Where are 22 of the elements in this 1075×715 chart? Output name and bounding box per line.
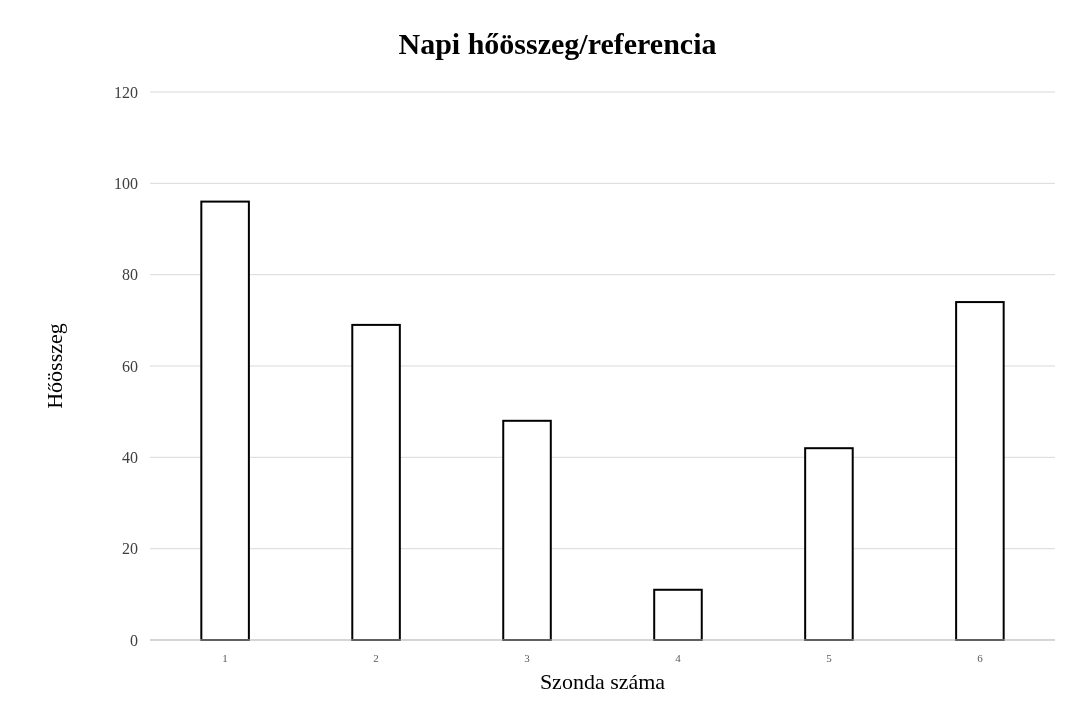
chart-title: Napi hőösszeg/referencia xyxy=(398,27,717,60)
bar xyxy=(955,301,1005,641)
bar xyxy=(804,447,854,641)
x-axis-title: Szonda száma xyxy=(539,669,666,694)
y-tick-label: 120 xyxy=(114,83,138,101)
bar xyxy=(351,323,401,641)
bar xyxy=(502,419,552,641)
bar xyxy=(200,200,250,641)
y-tick-label: 0 xyxy=(130,631,138,649)
y-tick-label: 40 xyxy=(122,448,138,466)
y-axis-title: Hőösszeg xyxy=(42,323,67,409)
bar xyxy=(653,588,703,641)
y-tick-label: 20 xyxy=(122,540,138,558)
x-tick-label: 6 xyxy=(977,652,984,664)
x-tick-label: 5 xyxy=(826,652,833,664)
x-tick-label: 3 xyxy=(524,652,531,664)
x-tick-label: 1 xyxy=(222,652,228,664)
x-tick-label: 4 xyxy=(675,652,682,664)
y-tick-label: 60 xyxy=(122,357,138,375)
y-tick-label: 100 xyxy=(114,174,138,192)
x-tick-label: 2 xyxy=(373,652,379,664)
y-tick-label: 80 xyxy=(122,266,138,284)
